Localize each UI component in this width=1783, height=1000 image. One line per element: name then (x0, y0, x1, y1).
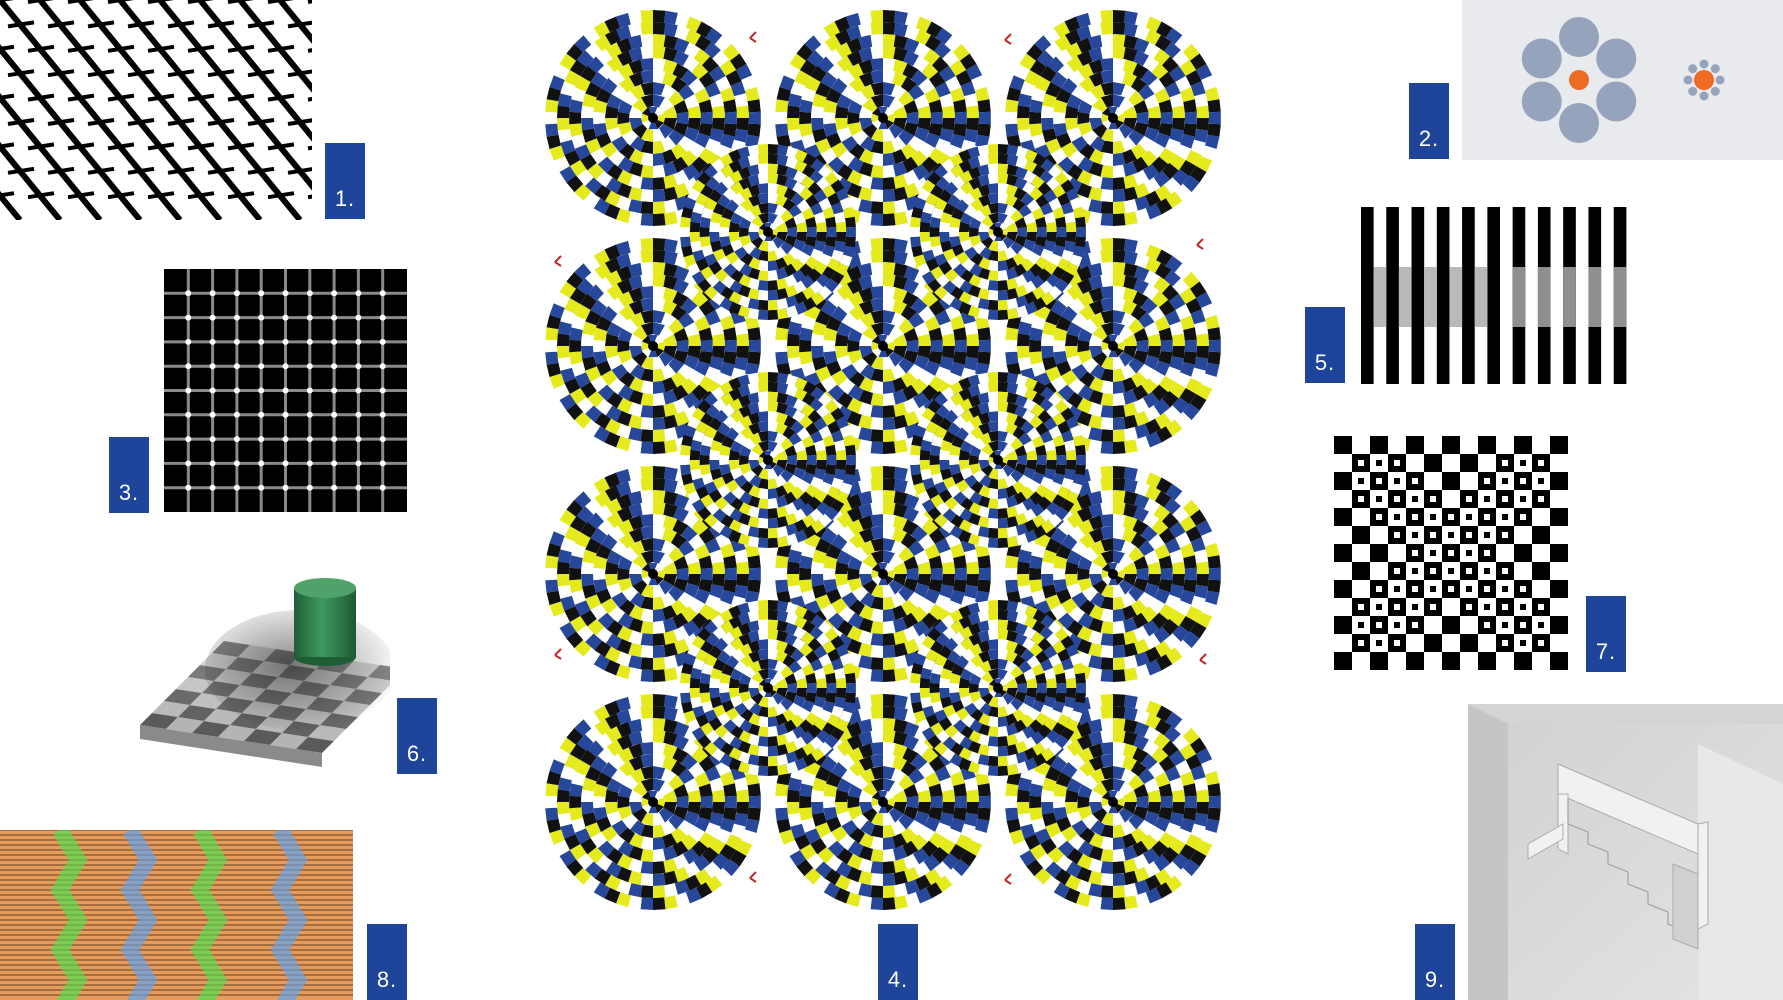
snake-disc (775, 466, 991, 682)
snake-disc (910, 600, 1086, 776)
label-8: 8. (367, 924, 407, 1000)
rotating-snakes-illusion (535, 0, 1225, 920)
snake-disc (1005, 694, 1221, 910)
staircase-shape (1527, 763, 1709, 930)
zigzag-color-illusion (0, 830, 353, 1000)
snake-disc (680, 600, 856, 776)
snake-disc (680, 144, 856, 320)
impossible-staircase-image (1468, 704, 1783, 1000)
scintillating-grid (164, 269, 407, 512)
snake-disc (910, 144, 1086, 320)
snake-disc (910, 372, 1086, 548)
checkerboard-x-illusion (1334, 436, 1568, 670)
label-6: 6. (397, 698, 437, 774)
stair-steps (1567, 799, 1694, 935)
label-9: 9. (1415, 924, 1455, 1000)
label-7: 7. (1586, 596, 1626, 672)
whites-illusion (1361, 207, 1639, 384)
label-4: 4. (878, 924, 918, 1000)
label-3: 3. (109, 437, 149, 513)
label-1: 1. (325, 143, 365, 219)
zollner-pattern (0, 0, 312, 220)
checker-shadow-illusion (130, 575, 390, 775)
label-5: 5. (1305, 307, 1345, 383)
snake-disc (545, 466, 761, 682)
ebbinghaus-illusion (1462, 0, 1783, 160)
snake-disc (680, 372, 856, 548)
green-cylinder (294, 578, 356, 666)
zollner-illusion (0, 0, 312, 220)
label-2: 2. (1409, 83, 1449, 159)
